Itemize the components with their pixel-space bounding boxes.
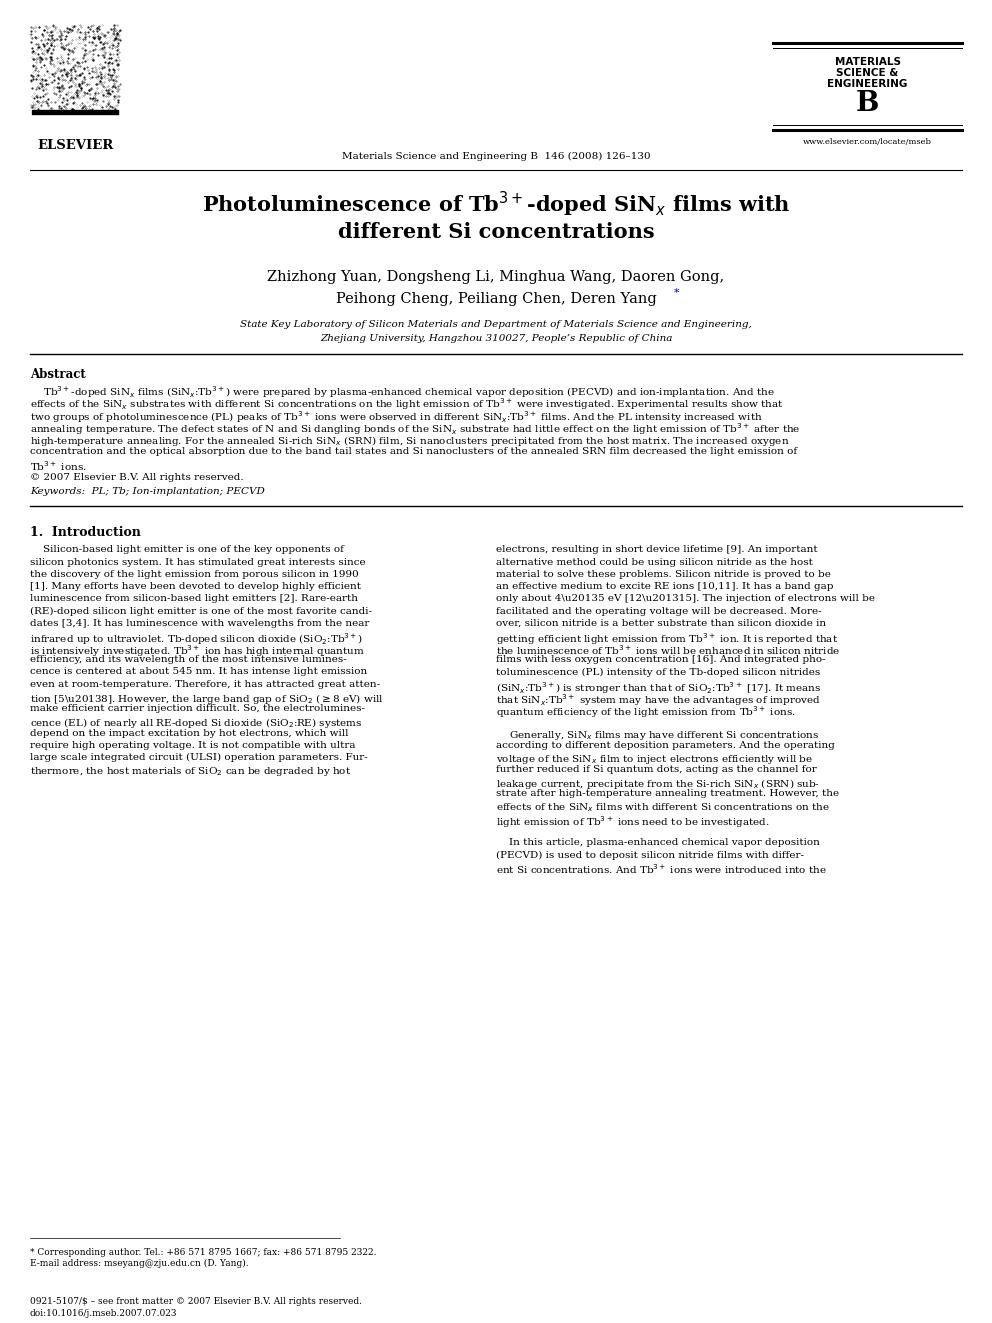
Text: material to solve these problems. Silicon nitride is proved to be: material to solve these problems. Silico… xyxy=(496,570,831,579)
Text: Tb$^{3+}$ ions.: Tb$^{3+}$ ions. xyxy=(30,459,86,472)
Text: * Corresponding author. Tel.: +86 571 8795 1667; fax: +86 571 8795 2322.: * Corresponding author. Tel.: +86 571 87… xyxy=(30,1248,377,1257)
Text: Materials Science and Engineering B  146 (2008) 126–130: Materials Science and Engineering B 146 … xyxy=(341,152,651,161)
Text: ELSEVIER: ELSEVIER xyxy=(37,139,113,152)
Text: State Key Laboratory of Silicon Materials and Department of Materials Science an: State Key Laboratory of Silicon Material… xyxy=(240,320,752,329)
Text: electrons, resulting in short device lifetime [9]. An important: electrons, resulting in short device lif… xyxy=(496,545,817,554)
Text: further reduced if Si quantum dots, acting as the channel for: further reduced if Si quantum dots, acti… xyxy=(496,765,816,774)
Text: *: * xyxy=(674,288,680,298)
Text: light emission of Tb$^{3+}$ ions need to be investigated.: light emission of Tb$^{3+}$ ions need to… xyxy=(496,814,770,830)
Text: facilitated and the operating voltage will be decreased. More-: facilitated and the operating voltage wi… xyxy=(496,606,821,615)
Text: Zhizhong Yuan, Dongsheng Li, Minghua Wang, Daoren Gong,: Zhizhong Yuan, Dongsheng Li, Minghua Wan… xyxy=(268,270,724,284)
Text: make efficient carrier injection difficult. So, the electrolumines-: make efficient carrier injection difficu… xyxy=(30,704,365,713)
Text: MATERIALS: MATERIALS xyxy=(834,57,901,67)
Text: depend on the impact excitation by hot electrons, which will: depend on the impact excitation by hot e… xyxy=(30,729,348,737)
Text: [1]. Many efforts have been devoted to develop highly efficient: [1]. Many efforts have been devoted to d… xyxy=(30,582,361,591)
Text: quantum efficiency of the light emission from Tb$^{3+}$ ions.: quantum efficiency of the light emission… xyxy=(496,704,796,720)
Text: leakage current, precipitate from the Si-rich SiN$_x$ (SRN) sub-: leakage current, precipitate from the Si… xyxy=(496,778,820,791)
Text: over, silicon nitride is a better substrate than silicon dioxide in: over, silicon nitride is a better substr… xyxy=(496,619,826,627)
Text: infrared up to ultraviolet. Tb-doped silicon dioxide (SiO$_2$:Tb$^{3+}$): infrared up to ultraviolet. Tb-doped sil… xyxy=(30,631,363,647)
Text: effects of the SiN$_x$ substrates with different Si concentrations on the light : effects of the SiN$_x$ substrates with d… xyxy=(30,397,784,413)
Text: cence (EL) of nearly all RE-doped Si dioxide (SiO$_2$:RE) systems: cence (EL) of nearly all RE-doped Si dio… xyxy=(30,716,362,730)
Text: tion [5\u20138]. However, the large band gap of SiO$_2$ ($\geq$8 eV) will: tion [5\u20138]. However, the large band… xyxy=(30,692,384,706)
Text: doi:10.1016/j.mseb.2007.07.023: doi:10.1016/j.mseb.2007.07.023 xyxy=(30,1308,178,1318)
Text: 1.  Introduction: 1. Introduction xyxy=(30,525,141,538)
Text: Generally, SiN$_x$ films may have different Si concentrations: Generally, SiN$_x$ films may have differ… xyxy=(496,729,819,741)
Text: getting efficient light emission from Tb$^{3+}$ ion. It is reported that: getting efficient light emission from Tb… xyxy=(496,631,838,647)
Text: that SiN$_x$:Tb$^{3+}$ system may have the advantages of improved: that SiN$_x$:Tb$^{3+}$ system may have t… xyxy=(496,692,820,708)
Text: ent Si concentrations. And Tb$^{3+}$ ions were introduced into the: ent Si concentrations. And Tb$^{3+}$ ion… xyxy=(496,863,827,877)
Text: thermore, the host materials of SiO$_2$ can be degraded by hot: thermore, the host materials of SiO$_2$ … xyxy=(30,765,351,778)
Text: ENGINEERING: ENGINEERING xyxy=(827,79,908,89)
Text: toluminescence (PL) intensity of the Tb-doped silicon nitrides: toluminescence (PL) intensity of the Tb-… xyxy=(496,668,820,676)
Text: (SiN$_x$:Tb$^{3+}$) is stronger than that of SiO$_2$:Tb$^{3+}$ [17]. It means: (SiN$_x$:Tb$^{3+}$) is stronger than tha… xyxy=(496,680,821,696)
Text: cence is centered at about 545 nm. It has intense light emission: cence is centered at about 545 nm. It ha… xyxy=(30,668,367,676)
Text: luminescence from silicon-based light emitters [2]. Rare-earth: luminescence from silicon-based light em… xyxy=(30,594,358,603)
Text: In this article, plasma-enhanced chemical vapor deposition: In this article, plasma-enhanced chemica… xyxy=(496,839,819,847)
Text: the luminescence of Tb$^{3+}$ ions will be enhanced in silicon nitride: the luminescence of Tb$^{3+}$ ions will … xyxy=(496,643,840,658)
Text: two groups of photoluminescence (PL) peaks of Tb$^{3+}$ ions were observed in di: two groups of photoluminescence (PL) pea… xyxy=(30,409,763,425)
Text: high-temperature annealing. For the annealed Si-rich SiN$_x$ (SRN) film, Si nano: high-temperature annealing. For the anne… xyxy=(30,434,790,448)
Text: Photoluminescence of Tb$^{3+}$-doped SiN$_x$ films with: Photoluminescence of Tb$^{3+}$-doped SiN… xyxy=(201,191,791,220)
Text: (RE)-doped silicon light emitter is one of the most favorite candi-: (RE)-doped silicon light emitter is one … xyxy=(30,606,372,615)
Text: different Si concentrations: different Si concentrations xyxy=(337,222,655,242)
Text: (PECVD) is used to deposit silicon nitride films with differ-: (PECVD) is used to deposit silicon nitri… xyxy=(496,851,804,860)
Text: © 2007 Elsevier B.V. All rights reserved.: © 2007 Elsevier B.V. All rights reserved… xyxy=(30,474,244,483)
Text: SCIENCE &: SCIENCE & xyxy=(836,67,899,78)
Text: even at room-temperature. Therefore, it has attracted great atten-: even at room-temperature. Therefore, it … xyxy=(30,680,380,689)
Text: require high operating voltage. It is not compatible with ultra: require high operating voltage. It is no… xyxy=(30,741,355,750)
Text: only about 4\u20135 eV [12\u201315]. The injection of electrons will be: only about 4\u20135 eV [12\u201315]. The… xyxy=(496,594,875,603)
Text: 0921-5107/$ – see front matter © 2007 Elsevier B.V. All rights reserved.: 0921-5107/$ – see front matter © 2007 El… xyxy=(30,1297,362,1306)
Text: Peihong Cheng, Peiliang Chen, Deren Yang: Peihong Cheng, Peiliang Chen, Deren Yang xyxy=(335,292,657,306)
Text: strate after high-temperature annealing treatment. However, the: strate after high-temperature annealing … xyxy=(496,790,839,799)
Text: Zhejiang University, Hangzhou 310027, People’s Republic of China: Zhejiang University, Hangzhou 310027, Pe… xyxy=(319,333,673,343)
Text: an effective medium to excite RE ions [10,11]. It has a band gap: an effective medium to excite RE ions [1… xyxy=(496,582,833,591)
Text: Tb$^{3+}$-doped SiN$_x$ films (SiN$_x$:Tb$^{3+}$) were prepared by plasma-enhanc: Tb$^{3+}$-doped SiN$_x$ films (SiN$_x$:T… xyxy=(30,384,775,400)
Text: silicon photonics system. It has stimulated great interests since: silicon photonics system. It has stimula… xyxy=(30,558,366,566)
Text: E-mail address: mseyang@zju.edu.cn (D. Yang).: E-mail address: mseyang@zju.edu.cn (D. Y… xyxy=(30,1259,249,1269)
Text: www.elsevier.com/locate/mseb: www.elsevier.com/locate/mseb xyxy=(804,138,931,146)
Text: Abstract: Abstract xyxy=(30,368,85,381)
Text: concentration and the optical absorption due to the band tail states and Si nano: concentration and the optical absorption… xyxy=(30,446,798,455)
Text: Keywords:  PL; Tb; Ion-implantation; PECVD: Keywords: PL; Tb; Ion-implantation; PECV… xyxy=(30,487,265,496)
Text: effects of the SiN$_x$ films with different Si concentrations on the: effects of the SiN$_x$ films with differ… xyxy=(496,802,830,815)
Text: voltage of the SiN$_x$ film to inject electrons efficiently will be: voltage of the SiN$_x$ film to inject el… xyxy=(496,753,813,766)
Text: dates [3,4]. It has luminescence with wavelengths from the near: dates [3,4]. It has luminescence with wa… xyxy=(30,619,369,627)
Text: is intensively investigated. Tb$^{3+}$ ion has high internal quantum: is intensively investigated. Tb$^{3+}$ i… xyxy=(30,643,365,659)
Text: B: B xyxy=(856,90,879,116)
Text: annealing temperature. The defect states of N and Si dangling bonds of the SiN$_: annealing temperature. The defect states… xyxy=(30,422,801,438)
Text: alternative method could be using silicon nitride as the host: alternative method could be using silico… xyxy=(496,558,812,566)
Text: the discovery of the light emission from porous silicon in 1990: the discovery of the light emission from… xyxy=(30,570,359,579)
Text: according to different deposition parameters. And the operating: according to different deposition parame… xyxy=(496,741,835,750)
Text: films with less oxygen concentration [16]. And integrated pho-: films with less oxygen concentration [16… xyxy=(496,655,825,664)
Text: large scale integrated circuit (ULSI) operation parameters. Fur-: large scale integrated circuit (ULSI) op… xyxy=(30,753,368,762)
Text: Silicon-based light emitter is one of the key opponents of: Silicon-based light emitter is one of th… xyxy=(30,545,344,554)
Text: efficiency, and its wavelength of the most intensive lumines-: efficiency, and its wavelength of the mo… xyxy=(30,655,347,664)
